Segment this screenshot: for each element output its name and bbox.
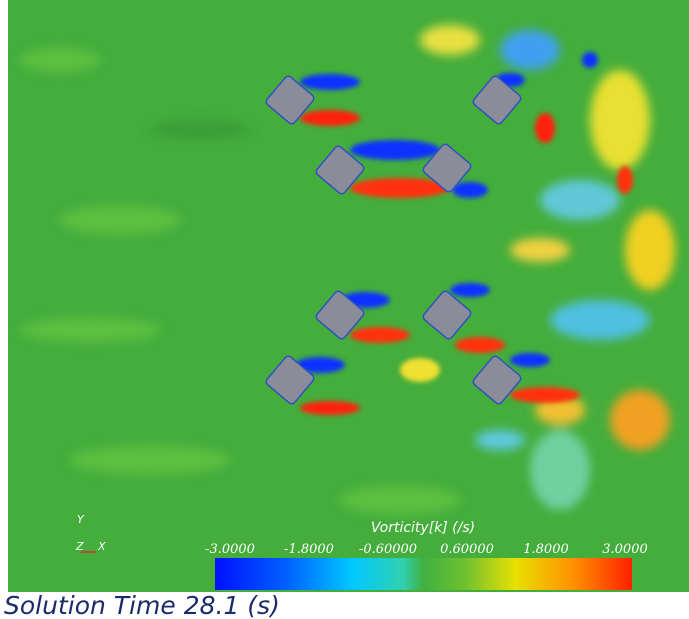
colorbar-tick-label: -0.60000 — [359, 542, 417, 557]
colorbar-tick-label: 3.0000 — [602, 542, 648, 557]
colorbar-title: Vorticity[k] (/s) — [371, 520, 475, 536]
solution-time: Solution Time 28.1 (s) — [4, 591, 280, 619]
axis-z-label: Z — [75, 540, 84, 553]
colorbar-tick-label: -3.0000 — [205, 542, 255, 557]
axis-x-label: X — [97, 540, 106, 553]
colorbar-tick-label: 0.60000 — [440, 542, 494, 557]
colorbar-tick-label: 1.8000 — [523, 542, 569, 557]
colorbar-tick-label: -1.8000 — [284, 542, 334, 557]
colorbar — [215, 558, 632, 590]
simulation-view: Y Z X Vorticity[k] (/s) -3.0000-1.8000-0… — [0, 0, 689, 619]
